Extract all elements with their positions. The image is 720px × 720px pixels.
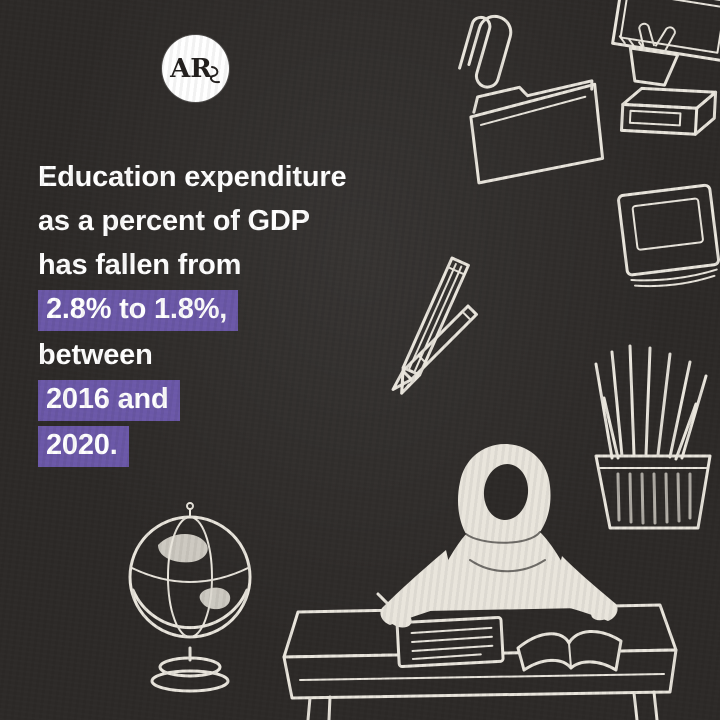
folder-icon bbox=[469, 79, 605, 185]
headline: Education expenditure as a percent of GD… bbox=[38, 158, 398, 472]
cup-texture bbox=[616, 472, 692, 525]
globe-icon bbox=[128, 502, 252, 693]
headline-line: has fallen from bbox=[38, 249, 242, 281]
resting-arm bbox=[550, 556, 618, 621]
eraser-box-icon bbox=[619, 86, 718, 136]
logo-flourish-icon bbox=[209, 65, 220, 83]
pen-icon bbox=[391, 304, 478, 391]
headline-line: as a percent of GDP bbox=[38, 205, 310, 237]
notebook-icon bbox=[395, 615, 505, 669]
writing-arm bbox=[380, 550, 458, 625]
paperclip-icon bbox=[458, 14, 513, 89]
hijab-figure bbox=[424, 444, 587, 620]
face bbox=[483, 464, 529, 520]
pencil-icon bbox=[400, 256, 470, 395]
headline-line-highlighted: 2016 and bbox=[38, 380, 180, 421]
headline-line-highlighted: 2020. bbox=[38, 426, 129, 467]
pencils bbox=[594, 344, 708, 461]
corner-notebook-icon bbox=[611, 0, 720, 63]
logo-text: AR bbox=[170, 53, 212, 84]
resting-hand bbox=[591, 605, 613, 621]
pencil-cup-icon bbox=[594, 344, 712, 530]
hand-pencil bbox=[376, 592, 410, 626]
logo: AR bbox=[162, 35, 229, 102]
student-writing-illustration bbox=[282, 444, 678, 720]
headline-line: between bbox=[38, 339, 153, 371]
closed-book-icon bbox=[617, 183, 720, 288]
headline-line-highlighted: 2.8% to 1.8%, bbox=[38, 290, 239, 331]
headline-line: Education expenditure bbox=[38, 161, 347, 193]
open-book-icon bbox=[516, 629, 623, 672]
